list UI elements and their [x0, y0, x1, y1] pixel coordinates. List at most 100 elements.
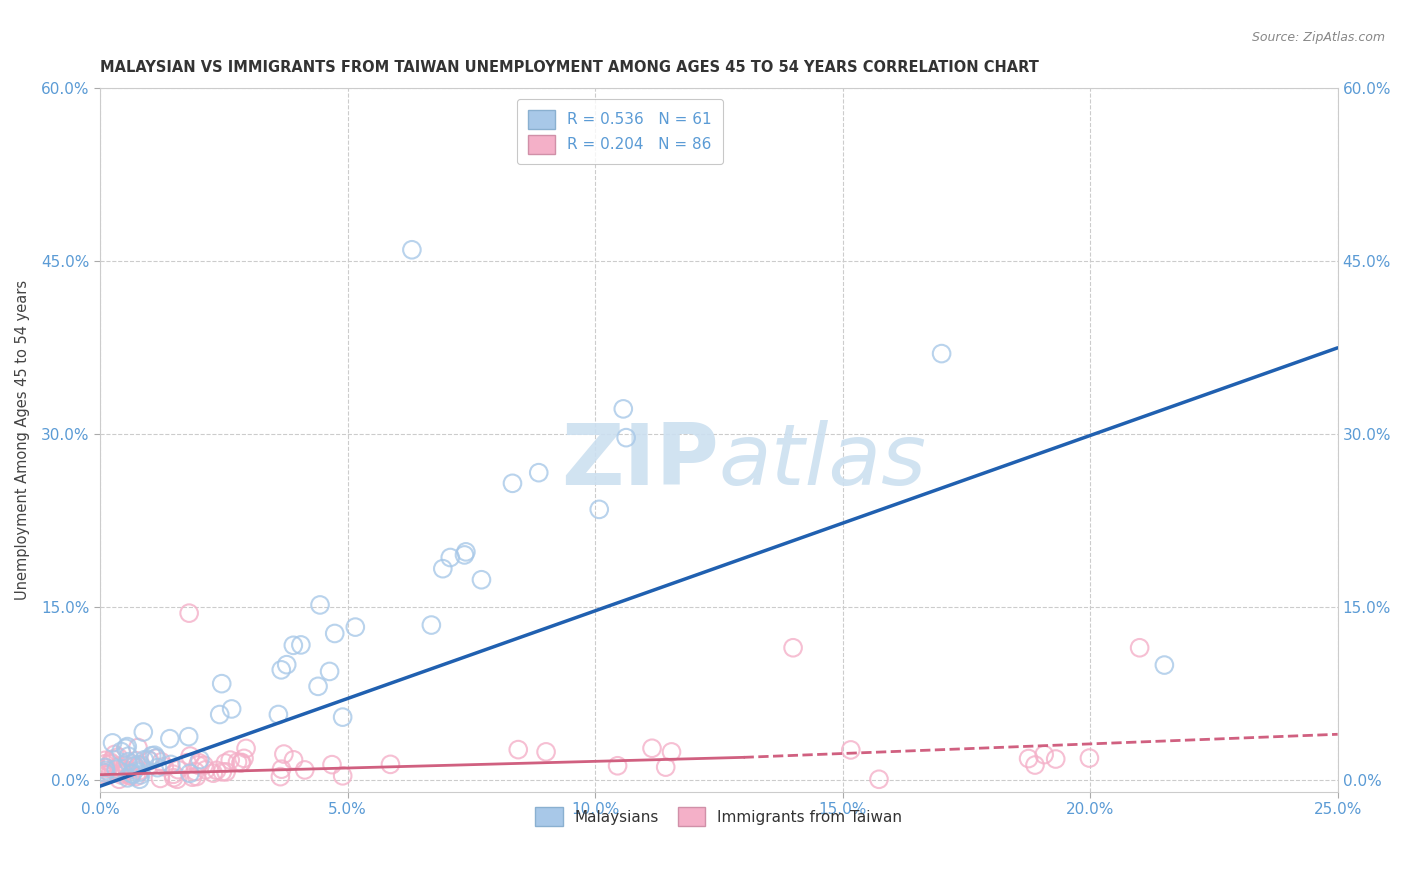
Point — [501, 476, 523, 491]
Point — [1024, 758, 1046, 772]
Point — [187, 756, 209, 770]
Point — [283, 638, 305, 652]
Text: Source: ZipAtlas.com: Source: ZipAtlas.com — [1251, 31, 1385, 45]
Point — [221, 702, 243, 716]
Point — [143, 748, 166, 763]
Y-axis label: Unemployment Among Ages 45 to 54 years: Unemployment Among Ages 45 to 54 years — [15, 280, 30, 600]
Point — [112, 763, 135, 777]
Point — [202, 766, 225, 780]
Point — [141, 748, 163, 763]
Point — [654, 760, 676, 774]
Point — [181, 770, 204, 784]
Text: ZIP: ZIP — [561, 420, 718, 503]
Point — [101, 736, 124, 750]
Point — [453, 548, 475, 562]
Point — [146, 761, 169, 775]
Point — [117, 739, 139, 754]
Point — [534, 745, 557, 759]
Point — [179, 606, 201, 620]
Point — [215, 764, 238, 779]
Point — [270, 663, 292, 677]
Point — [219, 753, 242, 767]
Point — [211, 676, 233, 690]
Point — [839, 743, 862, 757]
Point — [125, 770, 148, 784]
Point — [184, 764, 207, 779]
Point — [121, 766, 143, 780]
Point — [187, 758, 209, 772]
Point — [318, 665, 340, 679]
Point — [868, 772, 890, 787]
Point — [167, 763, 190, 777]
Point — [527, 466, 550, 480]
Point — [233, 751, 256, 765]
Point — [149, 772, 172, 786]
Point — [159, 757, 181, 772]
Point — [1078, 751, 1101, 765]
Point — [273, 747, 295, 761]
Point — [94, 764, 117, 778]
Point — [107, 750, 129, 764]
Point — [114, 758, 136, 772]
Point — [101, 763, 124, 777]
Point — [94, 753, 117, 767]
Point — [193, 758, 215, 772]
Text: atlas: atlas — [718, 420, 927, 503]
Point — [211, 764, 233, 779]
Point — [127, 758, 149, 772]
Point — [136, 752, 159, 766]
Point — [150, 755, 173, 769]
Point — [177, 730, 200, 744]
Point — [117, 755, 139, 769]
Point — [321, 757, 343, 772]
Point — [267, 707, 290, 722]
Point — [132, 725, 155, 739]
Point — [104, 747, 127, 762]
Point — [612, 401, 634, 416]
Point — [127, 740, 149, 755]
Point — [153, 760, 176, 774]
Point — [100, 755, 122, 769]
Point — [401, 243, 423, 257]
Point — [269, 770, 291, 784]
Point — [117, 771, 139, 785]
Point — [309, 598, 332, 612]
Point — [420, 618, 443, 632]
Point — [332, 710, 354, 724]
Point — [101, 752, 124, 766]
Point — [96, 761, 118, 775]
Point — [108, 772, 131, 787]
Point — [235, 741, 257, 756]
Point — [128, 772, 150, 787]
Point — [163, 771, 186, 785]
Point — [307, 679, 329, 693]
Point — [283, 753, 305, 767]
Point — [344, 620, 367, 634]
Point — [105, 762, 128, 776]
Point — [1153, 658, 1175, 673]
Point — [122, 759, 145, 773]
Point — [162, 767, 184, 781]
Point — [454, 545, 477, 559]
Point — [159, 731, 181, 746]
Point — [128, 759, 150, 773]
Point — [270, 762, 292, 776]
Point — [134, 753, 156, 767]
Point — [661, 745, 683, 759]
Point — [1033, 747, 1056, 762]
Point — [290, 638, 312, 652]
Point — [214, 756, 236, 770]
Point — [205, 764, 228, 778]
Point — [125, 761, 148, 775]
Point — [110, 744, 132, 758]
Point — [323, 626, 346, 640]
Point — [107, 760, 129, 774]
Point — [332, 769, 354, 783]
Point — [226, 755, 249, 769]
Point — [138, 754, 160, 768]
Point — [118, 768, 141, 782]
Point — [114, 741, 136, 756]
Point — [179, 749, 201, 764]
Point — [145, 751, 167, 765]
Point — [432, 562, 454, 576]
